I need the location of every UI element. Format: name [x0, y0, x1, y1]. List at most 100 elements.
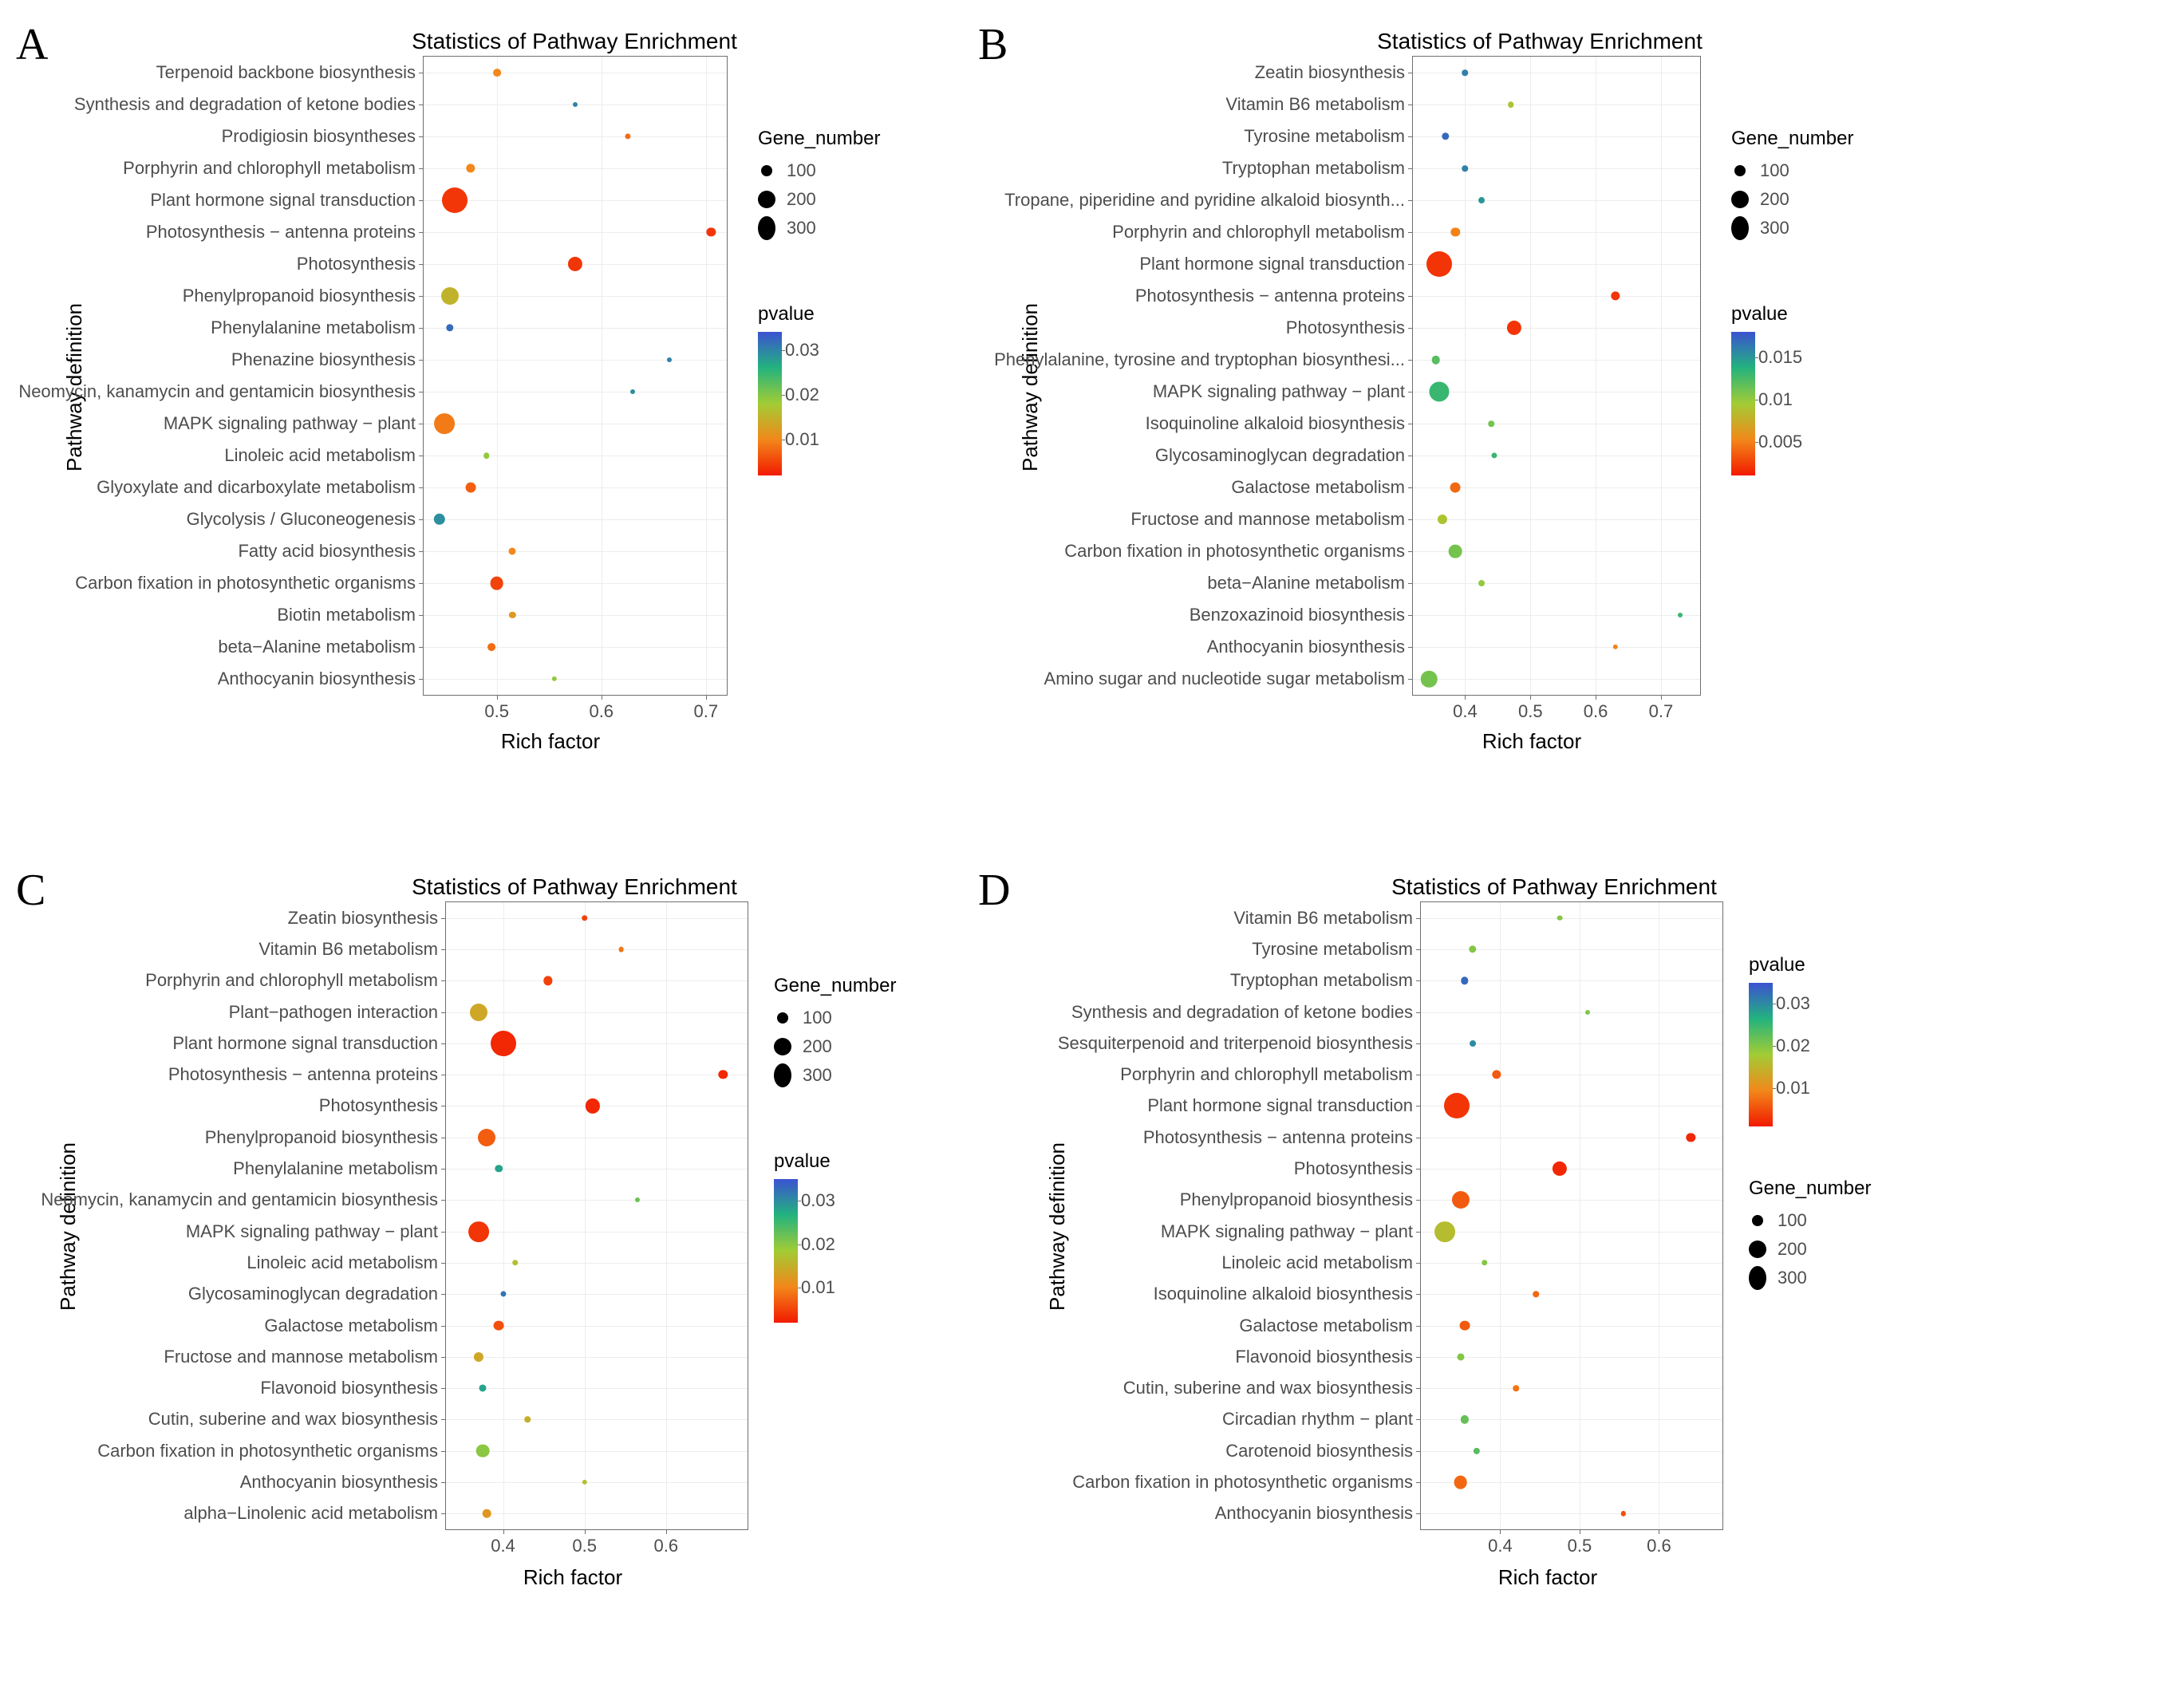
legend-size-label: 300 — [787, 218, 816, 239]
data-point — [635, 1197, 640, 1202]
gene-number-legend: Gene_number100200300 — [1731, 128, 1853, 243]
y-tick-label: Plant hormone signal transduction — [150, 190, 416, 211]
y-tick-label: MAPK signaling pathway − plant — [186, 1221, 438, 1242]
legend-size-label: 200 — [787, 189, 816, 210]
legend-size-label: 200 — [1760, 189, 1789, 210]
legend-size-row: 200 — [1731, 185, 1853, 214]
y-tick-label: Porphyrin and chlorophyll metabolism — [145, 970, 438, 991]
data-point — [478, 1129, 495, 1146]
y-tick-label: Plant hormone signal transduction — [172, 1033, 438, 1054]
legend-size-row: 100 — [774, 1004, 896, 1032]
x-axis-label: Rich factor — [1498, 1565, 1597, 1590]
x-tick-label: 0.6 — [589, 701, 614, 722]
plot-area: 0.50.60.7Terpenoid backbone biosynthesis… — [423, 56, 728, 696]
data-point — [1620, 1511, 1625, 1516]
y-tick-label: Linoleic acid metabolism — [224, 445, 416, 466]
y-tick-label: Synthesis and degradation of ketone bodi… — [74, 94, 416, 115]
x-tick-label: 0.5 — [484, 701, 509, 722]
y-tick-label: Carotenoid biosynthesis — [1225, 1441, 1413, 1461]
data-point — [1434, 1221, 1455, 1242]
y-axis-label: Pathway definition — [1045, 1142, 1070, 1311]
legend-size-label: 100 — [803, 1008, 832, 1028]
data-point — [1557, 915, 1563, 921]
plot-area: 0.40.50.60.7Zeatin biosynthesisVitamin B… — [1412, 56, 1701, 696]
legend-size-row: 200 — [1749, 1235, 1871, 1264]
colorbar-tick-label: 0.02 — [785, 385, 819, 405]
legend-size-label: 200 — [803, 1036, 832, 1057]
data-point — [441, 287, 459, 305]
legend-size-label: 100 — [787, 160, 816, 181]
x-axis-label: Rich factor — [523, 1565, 622, 1590]
data-point — [1462, 165, 1469, 172]
legend-size-row: 300 — [1731, 214, 1853, 243]
data-point — [1469, 945, 1476, 953]
legend-size-row: 100 — [758, 156, 880, 185]
legend-size-row: 200 — [758, 185, 880, 214]
plot-area: 0.40.50.6Zeatin biosynthesisVitamin B6 m… — [445, 901, 748, 1530]
y-tick-label: Fatty acid biosynthesis — [238, 541, 416, 562]
legend-size-row: 100 — [1731, 156, 1853, 185]
x-tick-label: 0.7 — [693, 701, 718, 722]
y-tick-label: Carbon fixation in photosynthetic organi… — [1064, 541, 1405, 562]
gene-number-legend: Gene_number100200300 — [774, 975, 896, 1090]
data-point — [512, 1260, 519, 1266]
y-tick-label: Vitamin B6 metabolism — [1225, 94, 1405, 115]
data-point — [719, 1070, 728, 1079]
x-axis-label: Rich factor — [1482, 729, 1581, 754]
data-point — [1492, 1070, 1501, 1079]
data-point — [1451, 227, 1460, 236]
pvalue-legend: pvalue0.010.020.03 — [774, 1150, 831, 1323]
data-point — [1431, 356, 1440, 365]
pvalue-legend: pvalue0.010.020.03 — [758, 303, 815, 475]
y-tick-label: Porphyrin and chlorophyll metabolism — [1112, 222, 1405, 243]
colorbar-tick-label: 0.01 — [801, 1277, 835, 1298]
colorbar-tick-label: 0.01 — [785, 429, 819, 450]
data-point — [667, 357, 672, 362]
panel-label-a: A — [16, 19, 48, 70]
y-tick-label: Flavonoid biosynthesis — [260, 1378, 438, 1398]
y-axis-label: Pathway definition — [1018, 303, 1043, 471]
y-tick-label: Glycosaminoglycan degradation — [1155, 445, 1405, 466]
chart-title: Statistics of Pathway Enrichment — [412, 874, 737, 900]
y-tick-label: Vitamin B6 metabolism — [1233, 908, 1413, 929]
y-tick-label: Benzoxazinoid biosynthesis — [1190, 605, 1405, 625]
y-tick-label: Plant hormone signal transduction — [1139, 254, 1405, 274]
data-point — [495, 1165, 503, 1172]
y-tick-label: Anthocyanin biosynthesis — [218, 669, 416, 689]
data-point — [1492, 452, 1497, 458]
data-point — [1450, 483, 1461, 493]
y-tick-label: Phenylpropanoid biosynthesis — [205, 1127, 438, 1148]
x-tick-label: 0.6 — [654, 1536, 679, 1556]
y-tick-label: Photosynthesis — [1294, 1158, 1413, 1179]
y-tick-label: Synthesis and degradation of ketone bodi… — [1071, 1002, 1413, 1023]
legend-size-row: 300 — [1749, 1264, 1871, 1292]
y-tick-label: MAPK signaling pathway − plant — [164, 413, 416, 434]
data-point — [466, 483, 476, 493]
data-point — [483, 1509, 491, 1518]
colorbar: 0.0050.010.015 — [1731, 332, 1755, 475]
legend-size-label: 100 — [1760, 160, 1789, 181]
y-tick-label: Flavonoid biosynthesis — [1235, 1347, 1413, 1367]
y-tick-label: Isoquinoline alkaloid biosynthesis — [1154, 1284, 1413, 1304]
legend-size-label: 300 — [1760, 218, 1789, 239]
data-point — [1438, 515, 1447, 524]
data-point — [491, 1031, 516, 1056]
y-tick-label: Photosynthesis − antenna proteins — [1135, 286, 1405, 306]
data-point — [1421, 671, 1438, 688]
data-point — [476, 1444, 490, 1458]
y-tick-label: alpha−Linolenic acid metabolism — [183, 1503, 438, 1524]
y-tick-label: Circadian rhythm − plant — [1222, 1409, 1413, 1430]
data-point — [1678, 613, 1683, 617]
pvalue-legend: pvalue0.0050.010.015 — [1731, 303, 1788, 475]
legend-size-row: 300 — [758, 214, 880, 243]
x-axis-label: Rich factor — [501, 729, 600, 754]
colorbar-tick-label: 0.01 — [1758, 389, 1793, 410]
y-tick-label: Cutin, suberine and wax biosynthesis — [148, 1409, 438, 1430]
chart-title: Statistics of Pathway Enrichment — [1377, 29, 1703, 54]
colorbar-tick-label: 0.03 — [801, 1190, 835, 1211]
y-tick-label: Plant hormone signal transduction — [1147, 1095, 1413, 1116]
y-tick-label: Vitamin B6 metabolism — [258, 939, 438, 960]
legend-title: Gene_number — [758, 128, 880, 150]
y-tick-label: Zeatin biosynthesis — [288, 908, 438, 929]
x-tick-label: 0.6 — [1647, 1536, 1671, 1556]
